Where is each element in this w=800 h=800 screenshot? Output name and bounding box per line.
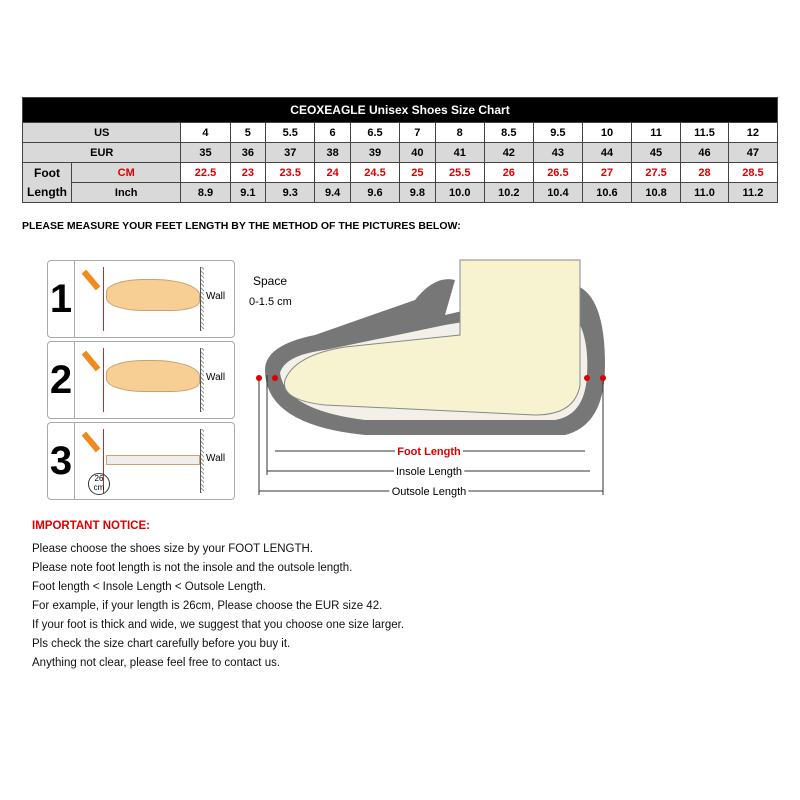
size-cell: 9.1	[229, 182, 267, 203]
step-number: 3	[48, 423, 75, 499]
measure-instruction: PLEASE MEASURE YOUR FEET LENGTH BY THE M…	[22, 220, 461, 232]
pencil-icon	[81, 431, 101, 453]
table-row-us: US 4 5 5.5 6 6.5 7 8 8.5 9.5 10 11 11.5 12	[21, 122, 779, 143]
size-cell: 26	[483, 162, 534, 183]
size-cell: 24	[314, 162, 351, 183]
size-cell: 28	[680, 162, 729, 183]
size-cell: 28.5	[727, 162, 779, 183]
size-cell: 25	[399, 162, 436, 183]
notice-line: Please note foot length is not the insol…	[32, 562, 353, 574]
size-cell: 37	[265, 142, 316, 163]
size-cell: 27.5	[631, 162, 682, 183]
size-cell: 11.2	[727, 182, 779, 203]
row-label: EUR	[21, 142, 182, 163]
size-cell: 10.8	[631, 182, 682, 203]
size-cell: 5	[229, 122, 267, 143]
size-cell: 11	[631, 122, 682, 143]
row-label: CM	[70, 162, 182, 183]
size-cell: 35	[180, 142, 231, 163]
wall-label: Wall	[206, 291, 226, 302]
space-range-label: 0-1.5 cm	[249, 296, 292, 308]
table-row-eur: EUR 35 36 37 38 39 40 41 42 43 44 45 46 47	[21, 142, 779, 163]
notice-line: Pls check the size chart carefully befor…	[32, 638, 291, 650]
step-2-box: 2 Wall	[47, 341, 235, 419]
size-cell: 8.9	[180, 182, 231, 203]
size-chart-table: CEOXEAGLE Unisex Shoes Size Chart US 4 5 5.…	[21, 97, 779, 203]
ruler-reading: 26 cm	[88, 473, 110, 495]
size-cell: 40	[399, 142, 436, 163]
step-1-box: 1 Wall	[47, 260, 235, 338]
pencil-icon	[81, 269, 101, 291]
notice-title: IMPORTANT NOTICE:	[32, 520, 150, 532]
size-cell: 12	[727, 122, 779, 143]
size-cell: 10.0	[434, 182, 485, 203]
step-number: 1	[48, 261, 75, 337]
size-cell: 11.5	[680, 122, 729, 143]
size-cell: 27	[581, 162, 633, 183]
size-cell: 10.4	[532, 182, 583, 203]
size-cell: 8.5	[483, 122, 534, 143]
step-number: 2	[48, 342, 75, 418]
size-cell: 9.6	[349, 182, 401, 203]
size-cell: 25.5	[434, 162, 485, 183]
notice-line: If your foot is thick and wide, we sugge…	[32, 619, 405, 631]
size-cell: 39	[349, 142, 401, 163]
size-cell: 10.2	[483, 182, 534, 203]
notice-line: For example, if your length is 26cm, Ple…	[32, 600, 383, 612]
size-cell: 38	[314, 142, 351, 163]
size-cell: 9.8	[399, 182, 436, 203]
size-cell: 10.6	[581, 182, 633, 203]
size-cell: 36	[229, 142, 267, 163]
size-cell: 22.5	[180, 162, 231, 183]
size-cell: 6	[314, 122, 351, 143]
size-cell: 41	[434, 142, 485, 163]
size-cell: 43	[532, 142, 583, 163]
pencil-icon	[81, 350, 101, 372]
wall-label: Wall	[206, 453, 226, 464]
step-3-box: 3 Wall 26 cm	[47, 422, 235, 500]
notice-line: Foot length < Insole Length < Outsole Le…	[32, 581, 267, 593]
size-cell: 46	[680, 142, 729, 163]
size-cell: 8	[434, 122, 485, 143]
size-cell: 26.5	[532, 162, 583, 183]
table-row-cm: Foot Length CM 22.5 23 23.5 24 24.5 25 25.5 26 26.5…	[22, 162, 779, 203]
row-label: US	[21, 122, 182, 143]
size-cell: 23.5	[265, 162, 316, 183]
table-row-inch: Inch 8.9 9.1 9.3 9.4 9.6 9.8 10.0 10.2 10.4 10.6 10…	[22, 182, 779, 203]
size-cell: 10	[581, 122, 633, 143]
size-cell: 11.0	[680, 182, 729, 203]
foot-length-label: Foot Length	[397, 446, 461, 458]
size-cell: 9.3	[265, 182, 316, 203]
table-title: CEOXEAGLE Unisex Shoes Size Chart	[22, 97, 778, 123]
size-cell: 9.4	[314, 182, 351, 203]
size-cell: 7	[399, 122, 436, 143]
size-cell: 6.5	[349, 122, 401, 143]
notice-line: Anything not clear, please feel free to …	[32, 657, 281, 669]
foot-length-label: Foot Length	[22, 162, 72, 203]
size-cell: 24.5	[349, 162, 401, 183]
shoe-diagram: Space 0-1.5 cm Foot Length Insole Length…	[249, 259, 606, 501]
insole-length-label: Insole Length	[396, 466, 462, 478]
size-cell: 23	[229, 162, 267, 183]
size-cell: 47	[727, 142, 779, 163]
size-cell: 42	[483, 142, 534, 163]
wall-label: Wall	[206, 372, 226, 383]
row-label: Inch	[70, 182, 182, 203]
size-cell: 4	[180, 122, 231, 143]
space-label: Space	[253, 274, 287, 288]
size-cell: 45	[631, 142, 682, 163]
outsole-length-label: Outsole Length	[392, 486, 467, 498]
notice-line: Please choose the shoes size by your FOO…	[32, 543, 314, 555]
size-cell: 9.5	[532, 122, 583, 143]
size-cell: 5.5	[265, 122, 316, 143]
size-cell: 44	[581, 142, 633, 163]
